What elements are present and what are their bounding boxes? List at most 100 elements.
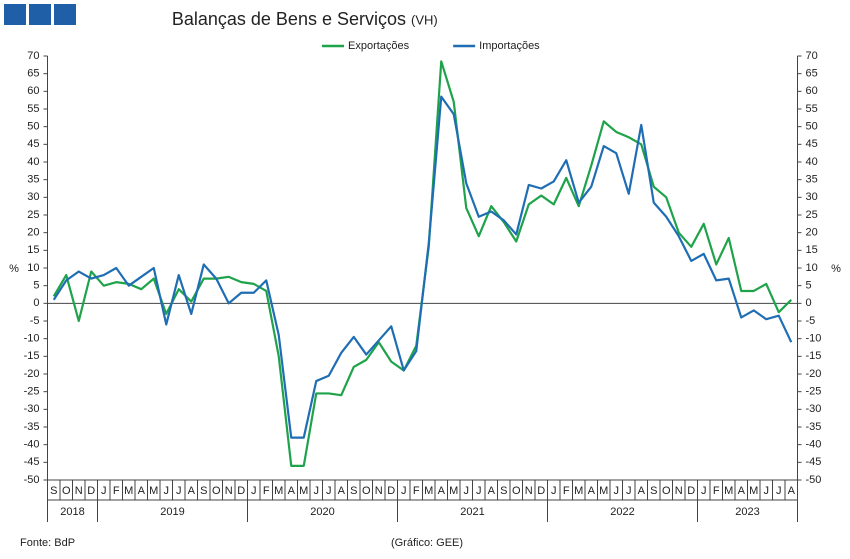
y-axis-label: % <box>9 263 19 275</box>
y-tick-label: 50 <box>27 121 39 133</box>
y-tick-label: -50 <box>24 474 40 486</box>
x-tick-label: A <box>788 485 796 497</box>
y-tick-label: -15 <box>806 350 822 362</box>
series-line <box>52 95 793 439</box>
y-axis-label: % <box>831 263 841 275</box>
x-tick-label: J <box>464 485 470 497</box>
y-tick-label: 15 <box>806 244 818 256</box>
y-tick-label: -10 <box>24 333 40 345</box>
y-tick-label: -40 <box>806 439 822 451</box>
x-tick-label: J <box>476 485 482 497</box>
y-tick-label: -10 <box>806 333 822 345</box>
x-tick-label: A <box>638 485 646 497</box>
x-tick-label: J <box>314 485 320 497</box>
x-tick-label: O <box>362 485 371 497</box>
x-tick-label: A <box>138 485 146 497</box>
x-tick-label: J <box>701 485 707 497</box>
y-tick-label: 0 <box>806 297 812 309</box>
x-tick-label: A <box>438 485 446 497</box>
x-tick-label: O <box>62 485 71 497</box>
y-tick-label: -5 <box>806 315 816 327</box>
y-tick-label: -25 <box>806 386 822 398</box>
logo-block <box>4 4 26 25</box>
legend-label: Exportações <box>348 40 410 52</box>
y-tick-label: -25 <box>24 386 40 398</box>
x-tick-label: F <box>413 485 420 497</box>
y-tick-label: 20 <box>27 227 39 239</box>
x-tick-label: O <box>662 485 671 497</box>
x-tick-label: N <box>375 485 383 497</box>
x-tick-label: A <box>338 485 346 497</box>
y-tick-label: 60 <box>806 85 818 97</box>
credit: (Gráfico: GEE) <box>391 537 463 549</box>
y-tick-label: 15 <box>27 244 39 256</box>
y-tick-label: -5 <box>30 315 40 327</box>
chart-title: Balanças de Bens e Serviços <box>172 9 406 29</box>
x-tick-label: S <box>50 485 57 497</box>
x-tick-label: A <box>738 485 746 497</box>
y-tick-label: 55 <box>27 103 39 115</box>
x-tick-label: F <box>713 485 720 497</box>
x-tick-label: O <box>512 485 521 497</box>
x-tick-label: M <box>124 485 133 497</box>
x-tick-label: D <box>687 485 695 497</box>
y-tick-label: 40 <box>806 156 818 168</box>
x-tick-label: M <box>449 485 458 497</box>
x-tick-label: J <box>251 485 257 497</box>
y-tick-label: 35 <box>27 174 39 186</box>
y-tick-label: 5 <box>806 280 812 292</box>
y-tick-label: -20 <box>24 368 40 380</box>
x-tick-label: J <box>614 485 620 497</box>
y-tick-label: -15 <box>24 350 40 362</box>
x-tick-label: J <box>776 485 782 497</box>
y-tick-label: -35 <box>806 421 822 433</box>
x-tick-label: M <box>574 485 583 497</box>
chart-subtitle: (VH) <box>411 12 438 27</box>
y-tick-label: 30 <box>27 191 39 203</box>
y-tick-label: -45 <box>806 456 822 468</box>
year-label: 2018 <box>60 506 84 518</box>
year-label: 2023 <box>735 506 759 518</box>
x-tick-label: N <box>75 485 83 497</box>
x-tick-label: S <box>350 485 357 497</box>
x-tick-label: D <box>387 485 395 497</box>
y-tick-label: 70 <box>806 50 818 62</box>
x-tick-label: S <box>500 485 507 497</box>
logo-block <box>29 4 51 25</box>
x-tick-label: D <box>237 485 245 497</box>
x-tick-label: N <box>525 485 533 497</box>
source: Fonte: BdP <box>20 537 75 549</box>
x-tick-label: J <box>401 485 407 497</box>
x-tick-label: S <box>650 485 657 497</box>
year-label: 2020 <box>310 506 334 518</box>
x-tick-label: S <box>200 485 207 497</box>
y-tick-label: 35 <box>806 174 818 186</box>
x-tick-label: O <box>212 485 221 497</box>
x-tick-label: F <box>113 485 120 497</box>
x-tick-label: M <box>724 485 733 497</box>
x-tick-label: M <box>599 485 608 497</box>
y-tick-label: 5 <box>33 280 39 292</box>
y-tick-label: -20 <box>806 368 822 380</box>
y-tick-label: 10 <box>27 262 39 274</box>
series-line <box>52 60 793 467</box>
y-tick-label: 10 <box>806 262 818 274</box>
x-tick-label: J <box>101 485 107 497</box>
x-tick-label: F <box>563 485 570 497</box>
y-tick-label: 70 <box>27 50 39 62</box>
logo-block <box>54 4 76 25</box>
y-tick-label: -40 <box>24 439 40 451</box>
x-tick-label: M <box>299 485 308 497</box>
x-tick-label: J <box>551 485 557 497</box>
x-tick-label: M <box>274 485 283 497</box>
y-tick-label: 30 <box>806 191 818 203</box>
x-tick-label: A <box>188 485 196 497</box>
year-label: 2022 <box>610 506 634 518</box>
year-label: 2021 <box>460 506 484 518</box>
x-tick-label: J <box>626 485 632 497</box>
x-tick-label: J <box>326 485 332 497</box>
y-tick-label: -50 <box>806 474 822 486</box>
x-tick-label: N <box>675 485 683 497</box>
